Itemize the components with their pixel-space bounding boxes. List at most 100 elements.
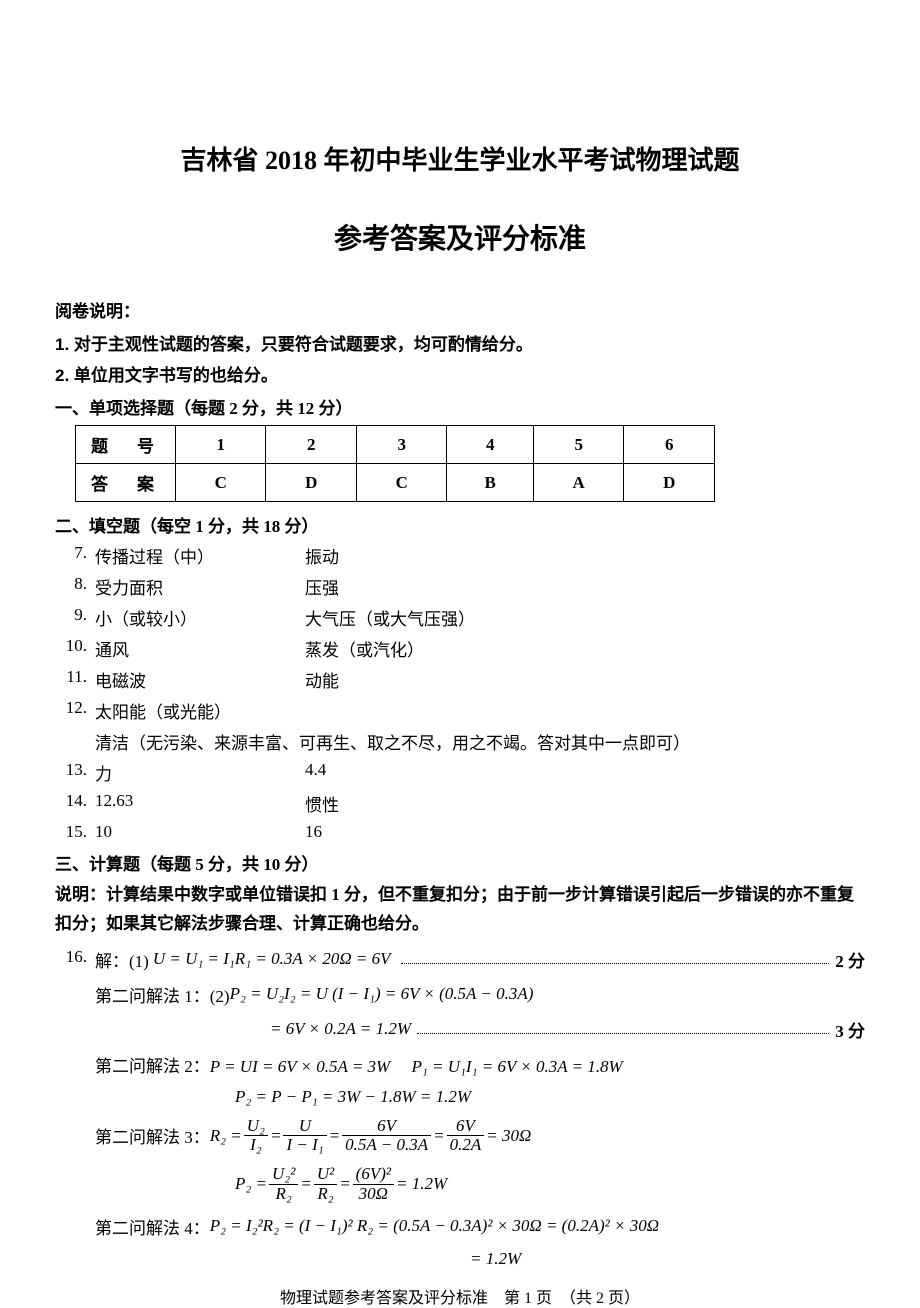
q9-num: 9.	[59, 605, 87, 630]
m3-fracP3: (6V)² 30Ω	[353, 1165, 394, 1203]
m3-fracP2: U² R₂	[314, 1165, 337, 1203]
m1-eq-b: = 6V × 0.2A = 1.2W	[270, 1019, 411, 1039]
m3-f4-num: 6V	[447, 1117, 485, 1137]
q8-a: 受力面积	[95, 574, 305, 599]
m4-label: 第二问解法 4：	[95, 1214, 210, 1239]
q10-a: 通风	[95, 636, 305, 661]
m2-eq-b: P₂ = P − P₁ = 3W − 1.8W = 1.2W	[235, 1087, 471, 1107]
m3-f4-den: 0.2A	[447, 1136, 485, 1155]
cell-col-3: 3	[356, 426, 446, 464]
m3-eqp-tail: = 1.2W	[396, 1174, 447, 1194]
q16-m3-b: P₂ = U₂² R₂ = U² R₂ = (6V)² 30Ω = 1.2W	[235, 1165, 865, 1203]
fill-q14: 14. 12.63 惯性	[59, 791, 865, 816]
m3-fracP1: U₂² R₂	[269, 1165, 298, 1203]
m3-fp1-num: U₂²	[269, 1165, 298, 1185]
sub-title: 参考答案及评分标准	[55, 217, 865, 257]
m3-f2-den: I − I₁	[283, 1136, 326, 1155]
q7-a: 传播过程（中）	[95, 543, 305, 568]
m3-fp3-num: (6V)²	[353, 1165, 394, 1185]
fill-q8: 8. 受力面积 压强	[59, 574, 865, 599]
m3-fp1-den: R₂	[269, 1185, 298, 1204]
dots-icon	[417, 1024, 829, 1034]
m3-eqp2: =	[339, 1174, 350, 1194]
dots-icon	[401, 954, 830, 964]
cell-label-2: 答 案	[76, 464, 176, 502]
m3-eq1: =	[270, 1126, 281, 1146]
q16-num: 16.	[59, 947, 87, 967]
instructions-header: 阅卷说明：	[55, 297, 865, 322]
m3-label: 第二问解法 3：	[95, 1123, 210, 1148]
fill-q13: 13. 力 4.4	[59, 760, 865, 785]
table-row-header: 题 号 1 2 3 4 5 6	[76, 426, 715, 464]
cell-col-4: 4	[447, 426, 534, 464]
q16-line1: 16. 解：(1) U = U₁ = I₁R₁ = 0.3A × 20Ω = 6…	[59, 947, 865, 972]
section1-header: 一、单项选择题（每题 2 分，共 12 分）	[55, 394, 865, 419]
q15-b: 16	[305, 822, 865, 842]
m3-f3-den: 0.5A − 0.3A	[342, 1136, 431, 1155]
fill-q9: 9. 小（或较小） 大气压（或大气压强）	[59, 605, 865, 630]
q16-m2-a: 第二问解法 2： P = UI = 6V × 0.5A = 3W P₁ = U₁…	[95, 1052, 865, 1077]
answer-table: 题 号 1 2 3 4 5 6 答 案 C D C B A D	[75, 425, 715, 502]
q16-m2-b: P₂ = P − P₁ = 3W − 1.8W = 1.2W	[235, 1087, 865, 1107]
m2-label: 第二问解法 2：	[95, 1052, 210, 1077]
q15-a: 10	[95, 822, 305, 842]
q9-a: 小（或较小）	[95, 605, 305, 630]
m3-f2-num: U	[283, 1117, 326, 1137]
instruction-2: 2. 单位用文字书写的也给分。	[55, 361, 865, 386]
q7-b: 振动	[305, 543, 865, 568]
q14-num: 14.	[59, 791, 87, 816]
q12-a: 太阳能（或光能）	[95, 698, 305, 723]
cell-ans-6: D	[624, 464, 715, 502]
cell-col-5: 5	[533, 426, 623, 464]
cell-ans-2: D	[266, 464, 356, 502]
section3-header: 三、计算题（每题 5 分，共 10 分）	[55, 850, 865, 875]
q16-points1: 2 分	[835, 947, 865, 972]
table-row-answers: 答 案 C D C B A D	[76, 464, 715, 502]
fill-q10: 10. 通风 蒸发（或汽化）	[59, 636, 865, 661]
m1-points: 3 分	[835, 1017, 865, 1042]
cell-label-1: 题 号	[76, 426, 176, 464]
q9-b: 大气压（或大气压强）	[305, 605, 865, 630]
cell-ans-4: B	[447, 464, 534, 502]
q16-prefix: 解：(1)	[95, 947, 149, 972]
m3-fp2-num: U²	[314, 1165, 337, 1185]
m3-r2-label: R₂ =	[210, 1126, 242, 1146]
cell-col-1: 1	[176, 426, 266, 464]
m3-eq2: =	[329, 1126, 340, 1146]
q8-num: 8.	[59, 574, 87, 599]
cell-col-6: 6	[624, 426, 715, 464]
m3-frac1: U₂ I₂	[244, 1117, 268, 1155]
m3-f1-num: U₂	[244, 1117, 268, 1137]
cell-ans-5: A	[533, 464, 623, 502]
q11-b: 动能	[305, 667, 865, 692]
m1-label: 第二问解法 1：(2)	[95, 982, 230, 1007]
main-title: 吉林省 2018 年初中毕业生学业水平考试物理试题	[55, 140, 865, 177]
q13-a: 力	[95, 760, 305, 785]
cell-ans-3: C	[356, 464, 446, 502]
q7-num: 7.	[59, 543, 87, 568]
m4-eq-b: = 1.2W	[470, 1249, 521, 1269]
calc-note: 说明：计算结果中数字或单位错误扣 1 分，但不重复扣分；由于前一步计算错误引起后…	[55, 881, 865, 939]
m3-f1-den: I₂	[244, 1136, 268, 1155]
m3-eqp1: =	[300, 1174, 311, 1194]
q8-b: 压强	[305, 574, 865, 599]
q16-m1-a: 第二问解法 1：(2) P₂ = U₂I₂ = U (I − I₁) = 6V …	[95, 982, 865, 1007]
cell-col-2: 2	[266, 426, 356, 464]
fill-q15: 15. 10 16	[59, 822, 865, 842]
q16-eq1: U = U₁ = I₁R₁ = 0.3A × 20Ω = 6V	[153, 949, 391, 969]
q12-long: 清洁（无污染、来源丰富、可再生、取之不尽，用之不竭。答对其中一点即可）	[95, 729, 865, 754]
m3-f3-num: 6V	[342, 1117, 431, 1137]
fill-q7: 7. 传播过程（中） 振动	[59, 543, 865, 568]
q16-m3-a: 第二问解法 3： R₂ = U₂ I₂ = U I − I₁ = 6V 0.5A…	[95, 1117, 865, 1155]
m2-eq-a: P = UI = 6V × 0.5A = 3W P₁ = U₁I₁ = 6V ×…	[210, 1052, 623, 1077]
q14-b: 惯性	[305, 791, 865, 816]
q10-num: 10.	[59, 636, 87, 661]
q12-num: 12.	[59, 698, 87, 723]
instruction-1: 1. 对于主观性试题的答案，只要符合试题要求，均可酌情给分。	[55, 330, 865, 355]
q16-m1-b: = 6V × 0.2A = 1.2W 3 分	[270, 1017, 865, 1042]
q10-b: 蒸发（或汽化）	[305, 636, 865, 661]
m3-eq3: =	[433, 1126, 444, 1146]
q16-content: 解：(1) U = U₁ = I₁R₁ = 0.3A × 20Ω = 6V 2 …	[95, 947, 865, 972]
q13-num: 13.	[59, 760, 87, 785]
q15-num: 15.	[59, 822, 87, 842]
